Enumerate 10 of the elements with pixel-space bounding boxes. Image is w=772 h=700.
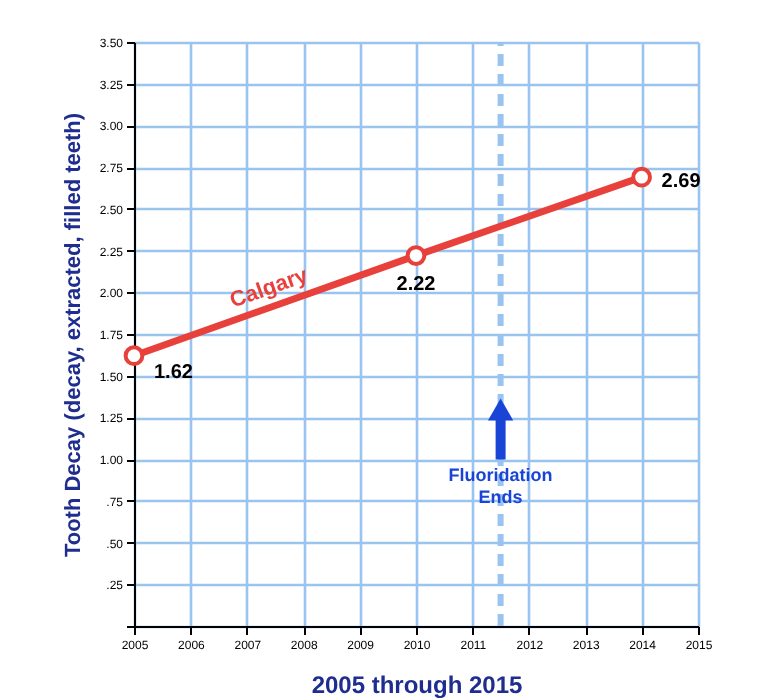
- point: [631, 166, 652, 188]
- data-label: 2.69: [661, 171, 702, 194]
- annotation: Fluoridation Ends: [448, 465, 553, 508]
- point: [123, 345, 145, 367]
- data-label: 1.62: [154, 361, 194, 384]
- data-label: 2.22: [396, 273, 437, 296]
- y-axis-title: Tooth Decay (decay, extracted, filled teeth): [61, 112, 86, 558]
- point: [405, 245, 427, 266]
- x-axis-title: 2005 through 2015: [311, 671, 524, 699]
- text: Calgary: [226, 263, 313, 314]
